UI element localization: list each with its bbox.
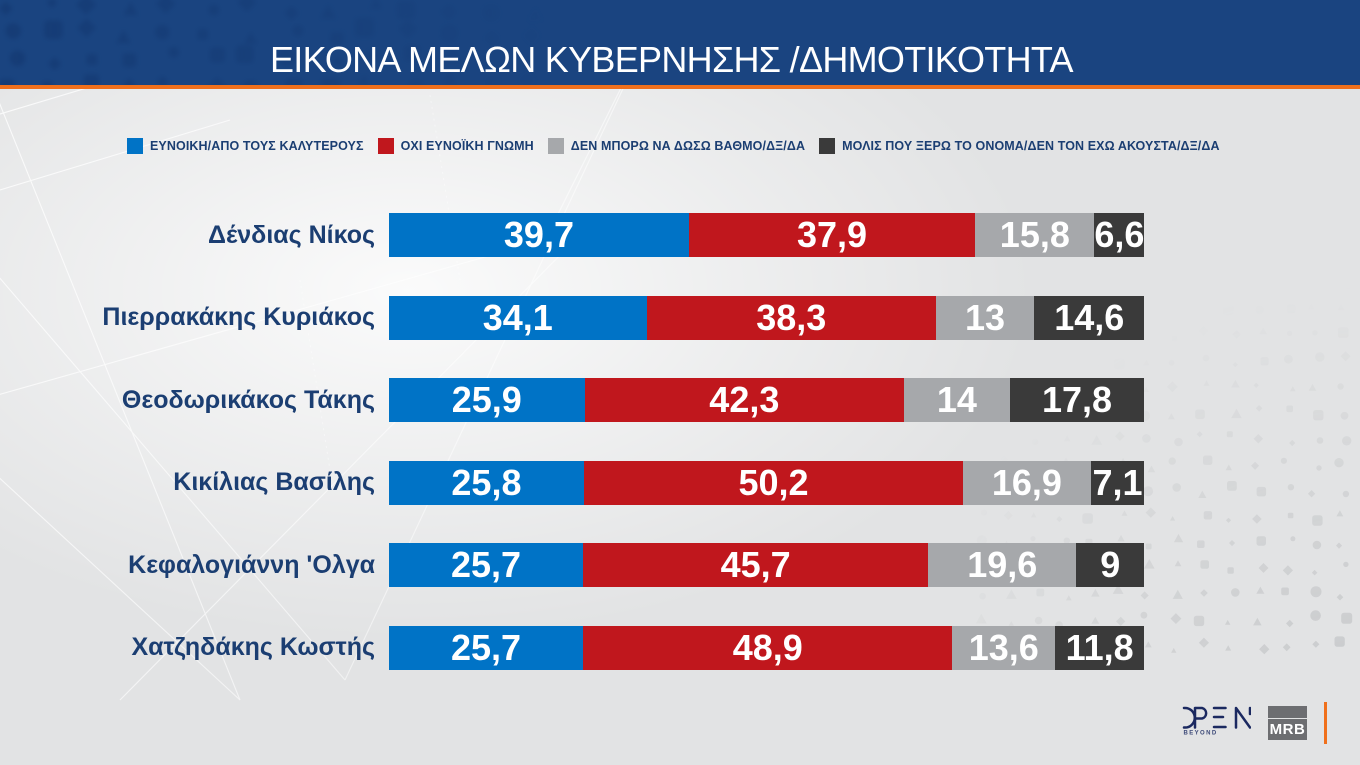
svg-text:BEYOND: BEYOND [1184,731,1218,736]
